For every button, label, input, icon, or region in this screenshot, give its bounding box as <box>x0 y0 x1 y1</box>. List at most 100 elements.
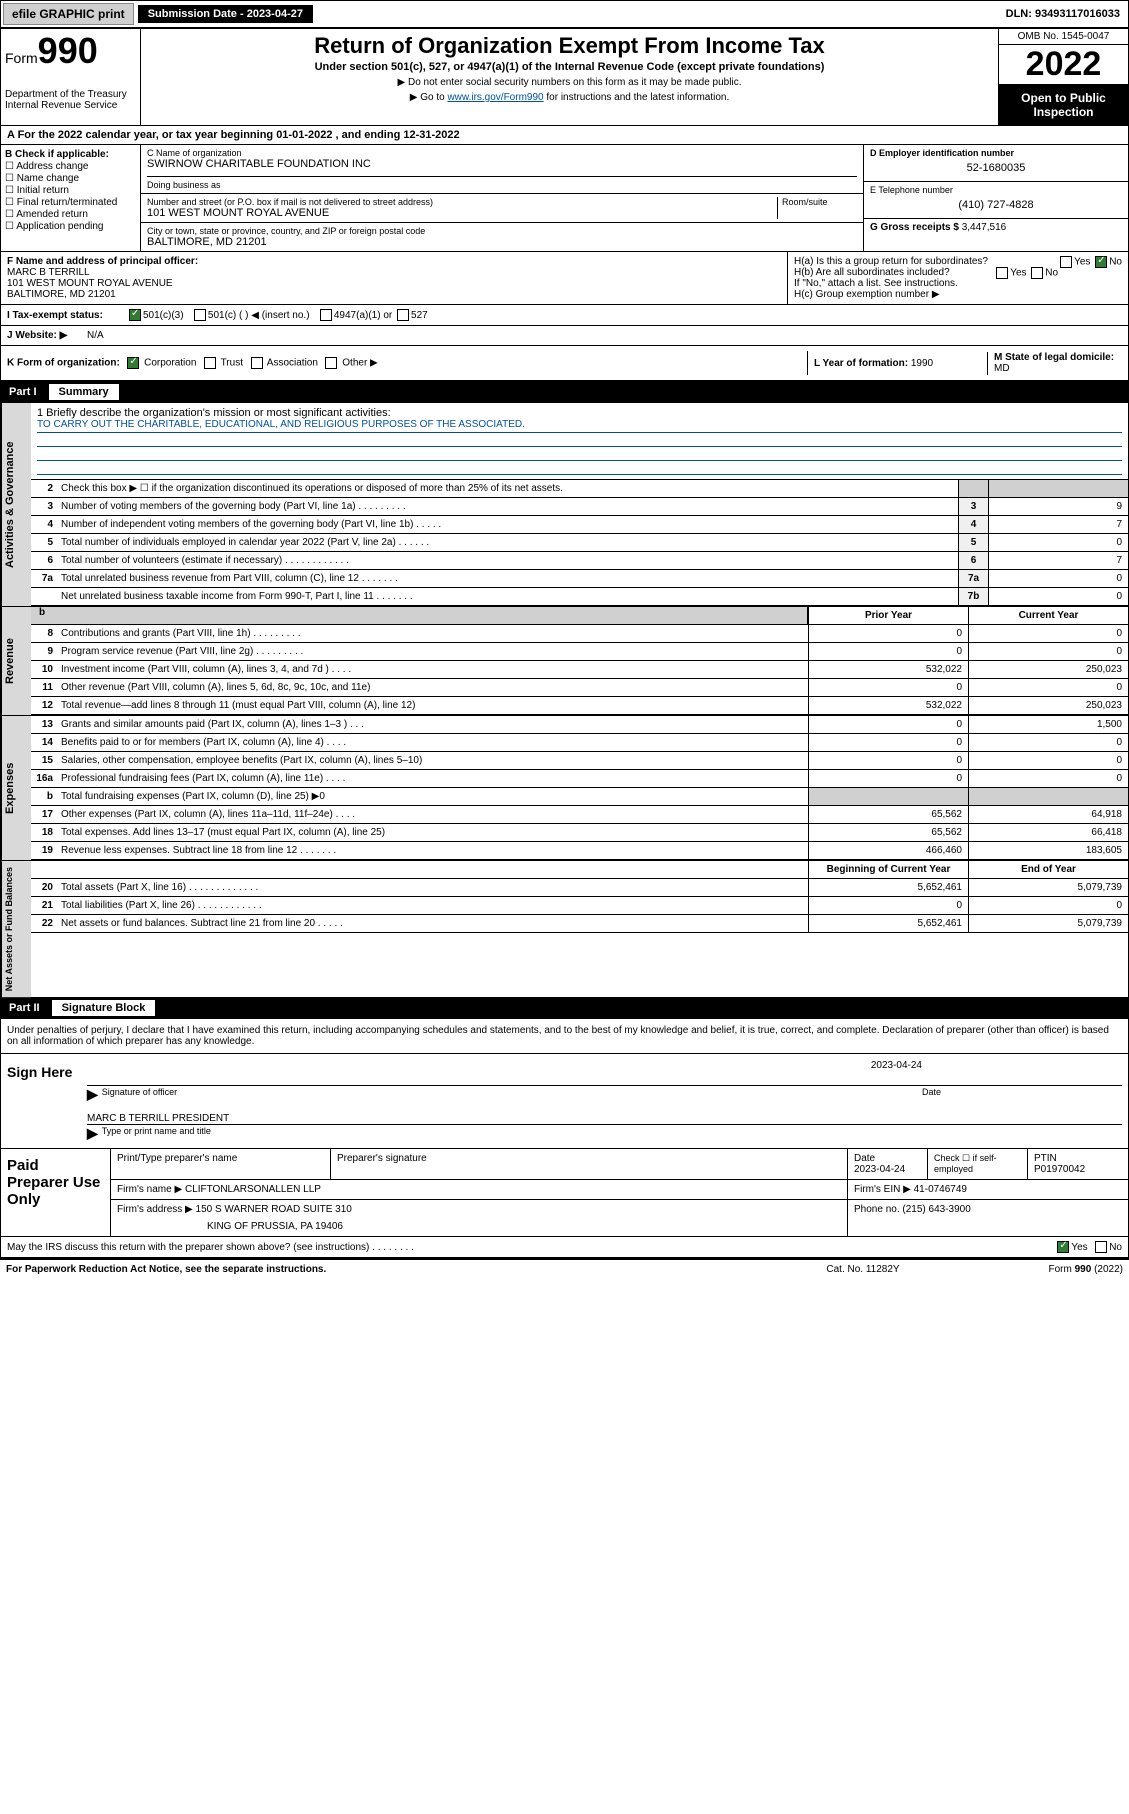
room-label: Room/suite <box>782 197 857 207</box>
mission-q: 1 Briefly describe the organization's mi… <box>37 407 1122 419</box>
row-i: I Tax-exempt status: 501(c)(3) 501(c) ( … <box>1 305 1128 326</box>
fin-row: 20Total assets (Part X, line 16) . . . .… <box>31 879 1128 897</box>
dba-label: Doing business as <box>147 176 857 190</box>
sig-name-label: Type or print name and title <box>102 1125 1122 1142</box>
ha-row: H(a) Is this a group return for subordin… <box>794 256 1122 267</box>
chk-amended[interactable]: ☐ Amended return <box>5 209 136 220</box>
omb-number: OMB No. 1545-0047 <box>999 29 1128 45</box>
form-number: 990 <box>38 30 98 71</box>
chk-initial-return[interactable]: ☐ Initial return <box>5 185 136 196</box>
chk-501c3[interactable] <box>129 309 141 321</box>
fin-row: 12Total revenue—add lines 8 through 11 (… <box>31 697 1128 715</box>
footer-form: Form 990 (2022) <box>963 1264 1123 1275</box>
firm-ein: 41-0746749 <box>914 1184 967 1195</box>
chk-other[interactable] <box>325 357 337 369</box>
gov-row: 7aTotal unrelated business revenue from … <box>31 570 1128 588</box>
form-word: Form <box>5 50 38 66</box>
fin-header-net: Beginning of Current Year End of Year <box>31 861 1128 879</box>
hb-note: If "No," attach a list. See instructions… <box>794 278 1122 289</box>
chk-527[interactable] <box>397 309 409 321</box>
footer: For Paperwork Reduction Act Notice, see … <box>0 1259 1129 1279</box>
fin-row: 8Contributions and grants (Part VIII, li… <box>31 625 1128 643</box>
fin-header-rev: b Prior Year Current Year <box>31 607 1128 625</box>
hb-no[interactable] <box>1031 267 1043 279</box>
side-net: Net Assets or Fund Balances <box>1 861 31 997</box>
state-domicile: MD <box>994 363 1010 374</box>
mission-blank3 <box>37 461 1122 475</box>
prior-year-h: Prior Year <box>808 607 968 624</box>
preparer-row: Paid Preparer Use Only Print/Type prepar… <box>1 1149 1128 1237</box>
firm-addr2: KING OF PRUSSIA, PA 19406 <box>117 1215 841 1232</box>
chk-corp[interactable] <box>127 357 139 369</box>
section-bcdefg: B Check if applicable: ☐ Address change … <box>1 145 1128 252</box>
arrow-icon: ▶ <box>87 1086 98 1103</box>
box-c: C Name of organization SWIRNOW CHARITABL… <box>141 145 863 251</box>
dept-treasury: Department of the Treasury <box>5 89 136 100</box>
chk-final-return[interactable]: ☐ Final return/terminated <box>5 197 136 208</box>
form-title: Return of Organization Exempt From Incom… <box>149 33 990 59</box>
firm-name: CLIFTONLARSONALLEN LLP <box>185 1184 321 1195</box>
mission-block: 1 Briefly describe the organization's mi… <box>31 403 1128 480</box>
fin-row: 11Other revenue (Part VIII, column (A), … <box>31 679 1128 697</box>
row-j: J Website: ▶ N/A <box>1 326 1128 346</box>
gov-row: 4Number of independent voting members of… <box>31 516 1128 534</box>
gov-row: 5Total number of individuals employed in… <box>31 534 1128 552</box>
part1-title: Summary <box>49 384 119 400</box>
ssn-note: ▶ Do not enter social security numbers o… <box>149 77 990 88</box>
officer-city: BALTIMORE, MD 21201 <box>7 289 781 300</box>
side-rev: Revenue <box>1 607 31 715</box>
chk-assoc[interactable] <box>251 357 263 369</box>
discuss-no[interactable] <box>1095 1241 1107 1253</box>
ha-no[interactable] <box>1095 256 1107 268</box>
hb-row: H(b) Are all subordinates included? Yes … <box>794 267 1122 278</box>
side-exp: Expenses <box>1 716 31 860</box>
gross-receipts-label: G Gross receipts $ <box>870 222 959 233</box>
chk-501c[interactable] <box>194 309 206 321</box>
box-b-title: B Check if applicable: <box>5 149 136 160</box>
org-name-label: C Name of organization <box>147 148 857 158</box>
chk-4947[interactable] <box>320 309 332 321</box>
gov-section: Activities & Governance 1 Briefly descri… <box>1 403 1128 606</box>
fin-row: 15Salaries, other compensation, employee… <box>31 752 1128 770</box>
preparer-fields: Print/Type preparer's name Preparer's si… <box>111 1149 1128 1236</box>
header-center: Return of Organization Exempt From Incom… <box>141 29 998 125</box>
fin-row: 13Grants and similar amounts paid (Part … <box>31 716 1128 734</box>
fin-row: 19Revenue less expenses. Subtract line 1… <box>31 842 1128 860</box>
current-year-h: Current Year <box>968 607 1128 624</box>
fin-row: 22Net assets or fund balances. Subtract … <box>31 915 1128 933</box>
prep-self-emp: Check ☐ if self-employed <box>928 1149 1028 1179</box>
efile-print-button[interactable]: efile GRAPHIC print <box>3 3 134 25</box>
ein-value: 52-1680035 <box>870 158 1122 178</box>
ha-yes[interactable] <box>1060 256 1072 268</box>
fin-row: 18Total expenses. Add lines 13–17 (must … <box>31 824 1128 842</box>
fin-row: bTotal fundraising expenses (Part IX, co… <box>31 788 1128 806</box>
officer-name-title: MARC B TERRILL PRESIDENT <box>87 1113 1122 1124</box>
header-right: OMB No. 1545-0047 2022 Open to Public In… <box>998 29 1128 125</box>
preparer-label: Paid Preparer Use Only <box>1 1149 111 1236</box>
phone-value: (410) 727-4828 <box>870 195 1122 215</box>
gov-row: 3Number of voting members of the governi… <box>31 498 1128 516</box>
chk-name-change[interactable]: ☐ Name change <box>5 173 136 184</box>
hb-yes[interactable] <box>996 267 1008 279</box>
officer-label: F Name and address of principal officer: <box>7 256 781 267</box>
city-state-zip: BALTIMORE, MD 21201 <box>147 236 857 248</box>
form-header: Form990 Department of the Treasury Inter… <box>1 29 1128 126</box>
street-address: 101 WEST MOUNT ROYAL AVENUE <box>147 207 777 219</box>
chk-trust[interactable] <box>204 357 216 369</box>
row-klm: K Form of organization: Corporation Trus… <box>1 346 1128 381</box>
gross-receipts-value: 3,447,516 <box>962 222 1007 233</box>
gov-row: 6Total number of volunteers (estimate if… <box>31 552 1128 570</box>
prep-date: 2023-04-24 <box>854 1164 905 1175</box>
fin-row: 16aProfessional fundraising fees (Part I… <box>31 770 1128 788</box>
fin-row: 17Other expenses (Part IX, column (A), l… <box>31 806 1128 824</box>
chk-application-pending[interactable]: ☐ Application pending <box>5 221 136 232</box>
firm-addr1: 150 S WARNER ROAD SUITE 310 <box>196 1204 352 1215</box>
discuss-yes[interactable] <box>1057 1241 1069 1253</box>
gov-row: 2Check this box ▶ ☐ if the organization … <box>31 480 1128 498</box>
chk-address-change[interactable]: ☐ Address change <box>5 161 136 172</box>
form-subtitle: Under section 501(c), 527, or 4947(a)(1)… <box>149 61 990 73</box>
dln-label: DLN: 93493117016033 <box>998 5 1128 23</box>
irs-link[interactable]: www.irs.gov/Form990 <box>447 92 543 103</box>
sig-officer-label: Signature of officer <box>102 1086 922 1103</box>
top-toolbar: efile GRAPHIC print Submission Date - 20… <box>0 0 1129 28</box>
